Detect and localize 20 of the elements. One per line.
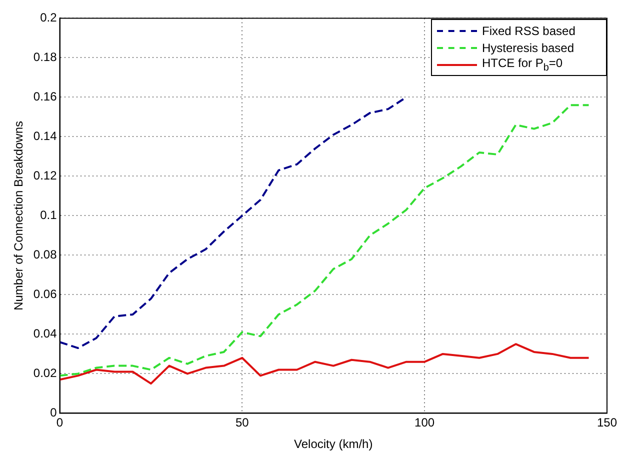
- legend-label: Fixed RSS based: [482, 24, 576, 38]
- x-tick-label: 150: [596, 416, 618, 430]
- x-tick-label: 100: [414, 416, 435, 430]
- y-axis-title: Number of Connection Breakdowns: [12, 120, 26, 310]
- legend-label: Hysteresis based: [482, 40, 574, 55]
- y-tick-label: 0.06: [33, 287, 58, 302]
- y-tick-label: 0.18: [33, 50, 58, 64]
- y-tick-label: 0.08: [33, 248, 58, 262]
- legend-label: HTCE for P$_{b}$=0: [482, 56, 563, 74]
- y-tick-label: 0.04: [33, 326, 58, 341]
- y-tick-label: 0.16: [33, 90, 58, 104]
- x-axis-title: Velocity (km/h): [294, 437, 373, 452]
- y-tick-label: 0.02: [33, 366, 58, 380]
- y-tick-label: 0.2: [40, 10, 58, 25]
- line-series: [60, 104, 590, 377]
- y-tick-label: 0.14: [33, 129, 58, 144]
- y-tick-label: 0: [50, 406, 58, 420]
- x-tick-label: 50: [235, 416, 250, 430]
- y-tick-label: 0.12: [33, 168, 58, 183]
- y-tick-label: 0.1: [40, 208, 58, 222]
